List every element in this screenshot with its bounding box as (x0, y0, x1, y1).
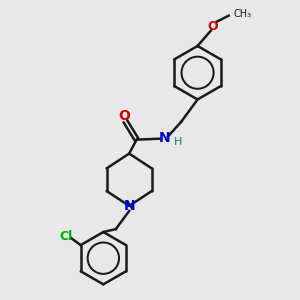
Text: Cl: Cl (60, 230, 73, 243)
Text: CH₃: CH₃ (234, 9, 252, 19)
Text: N: N (159, 131, 171, 145)
Text: H: H (174, 137, 183, 147)
Text: N: N (123, 200, 135, 214)
Text: O: O (207, 20, 218, 33)
Text: O: O (118, 109, 130, 123)
